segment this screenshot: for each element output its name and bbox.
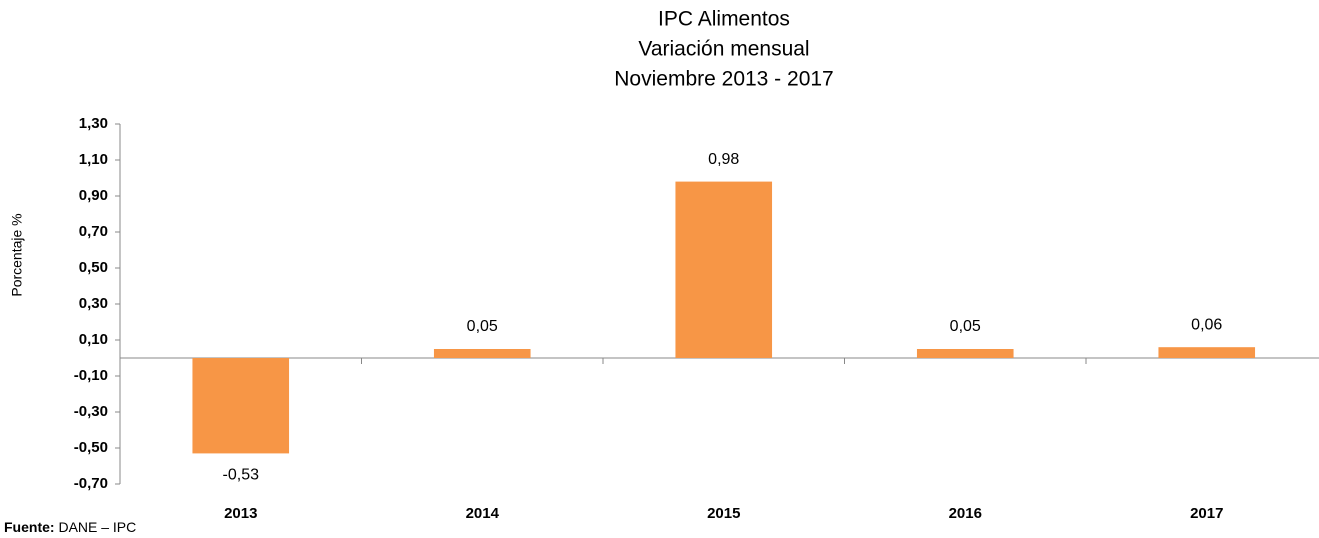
bar [192,358,290,454]
chart-title: IPC Alimentos [658,8,790,31]
y-tick-label: -0,30 [74,403,108,420]
data-label: -0,53 [223,467,260,484]
x-tick-label: 2014 [466,505,500,522]
y-tick-label: 0,70 [79,223,108,240]
bar [916,349,1014,358]
x-tick-label: 2017 [1190,505,1223,522]
y-tick-label: 0,90 [79,187,108,204]
y-tick-label: -0,50 [74,439,108,456]
chart-subtitle: Variación mensual [638,38,809,61]
bar [433,349,531,358]
y-tick-label: 0,10 [79,331,108,348]
bar [675,181,773,358]
source-text: DANE – IPC [58,519,136,535]
x-tick-label: 2016 [949,505,982,522]
data-label: 0,98 [708,151,739,168]
bar [1158,347,1256,358]
data-label: 0,05 [467,318,498,335]
source-prefix: Fuente: [4,519,55,535]
data-label: 0,05 [950,318,981,335]
y-tick-label: 0,30 [79,295,108,312]
source: Fuente: DANE – IPC [4,519,136,535]
x-tick-label: 2013 [224,505,257,522]
y-tick-label: 1,10 [79,151,108,168]
data-label: 0,06 [1191,316,1222,333]
y-tick-label: 0,50 [79,259,108,276]
x-tick-label: 2015 [707,505,740,522]
chart-subtitle: Noviembre 2013 - 2017 [614,68,833,91]
y-tick-label: -0,10 [74,367,108,384]
y-tick-label: -0,70 [74,475,108,492]
y-axis-label: Porcentaje % [9,213,25,296]
y-tick-label: 1,30 [79,115,108,132]
